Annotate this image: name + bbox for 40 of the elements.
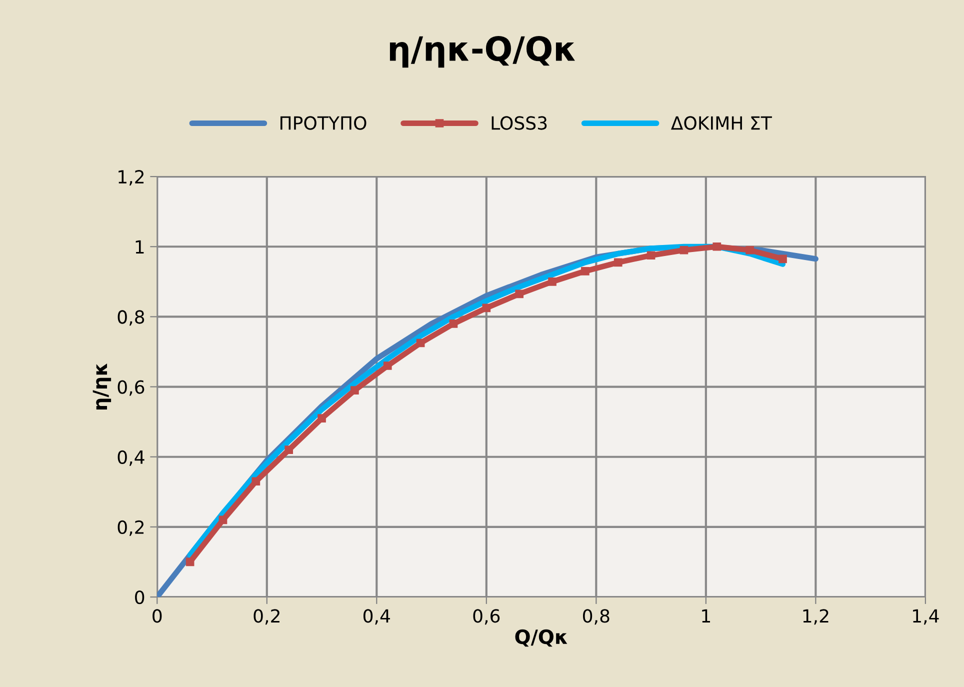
point bbox=[284, 446, 294, 454]
legend-label: LOSS3 bbox=[492, 116, 547, 130]
y-tick-label: 1,2 bbox=[118, 170, 144, 186]
legend-label: ΔΟΚΙΜΗ ΣΤ bbox=[671, 116, 772, 130]
point bbox=[449, 320, 458, 328]
point bbox=[614, 258, 622, 267]
point bbox=[252, 477, 260, 486]
y-tick-label: 0,6 bbox=[118, 380, 144, 396]
point bbox=[416, 338, 425, 348]
point bbox=[646, 251, 656, 260]
point bbox=[383, 362, 392, 370]
point bbox=[680, 246, 688, 254]
x-tick-label: 0,6 bbox=[473, 609, 500, 625]
y-tick-label: 0,4 bbox=[118, 450, 144, 466]
point bbox=[318, 414, 326, 422]
x-tick-label: 1,2 bbox=[803, 609, 828, 625]
point bbox=[218, 516, 228, 524]
y-tick-label: 1 bbox=[136, 240, 144, 254]
point bbox=[778, 254, 787, 264]
x-tick-label: 1,4 bbox=[913, 609, 939, 625]
point bbox=[186, 558, 194, 566]
chart-title: η/ηκ-Q/Qκ bbox=[390, 36, 575, 68]
point bbox=[581, 266, 590, 276]
x-axis-title: Q/Qκ bbox=[515, 629, 568, 647]
y-tick-label: 0,2 bbox=[118, 520, 144, 536]
y-tick-label: 0 bbox=[135, 590, 144, 604]
point bbox=[712, 242, 722, 251]
point bbox=[515, 290, 524, 298]
x-tick-label: 0,8 bbox=[583, 609, 610, 625]
x-tick-label: 0 bbox=[152, 609, 162, 623]
x-tick-label: 0,2 bbox=[254, 609, 280, 625]
y-tick-label: 0,8 bbox=[118, 310, 144, 326]
point bbox=[548, 278, 556, 286]
x-tick-label: 0,4 bbox=[363, 609, 390, 625]
x-tick-label: 1 bbox=[702, 609, 710, 623]
point bbox=[746, 246, 754, 254]
y-axis-title: η/ηκ bbox=[92, 364, 112, 410]
point bbox=[350, 386, 359, 394]
point bbox=[482, 304, 491, 312]
legend-label: ΠΡΟΤΥΠΟ bbox=[280, 116, 366, 130]
